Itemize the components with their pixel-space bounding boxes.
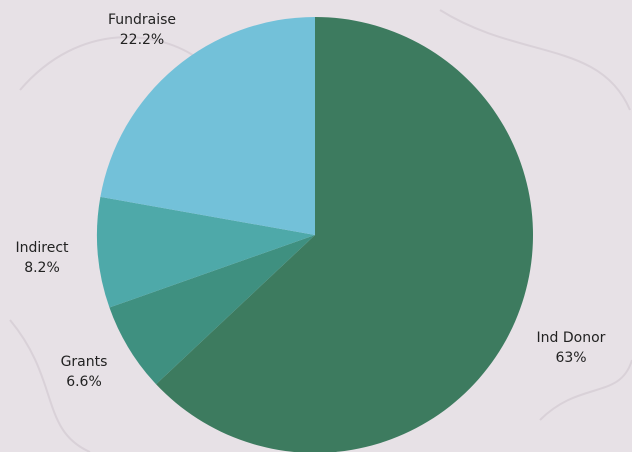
decor-line — [19, 36, 201, 91]
pie-slice — [100, 17, 315, 235]
slice-value-label: 6.6% — [66, 374, 102, 390]
slice-label: Indirect — [15, 240, 69, 256]
slice-value-label: 22.2% — [120, 32, 164, 48]
slice-value-label: 8.2% — [24, 260, 60, 276]
decor-line — [539, 359, 632, 421]
slice-label: Fundraise — [108, 12, 176, 28]
pie-slice — [97, 196, 316, 308]
decor-line — [439, 9, 631, 111]
slice-value-label: 63% — [555, 350, 586, 366]
decor-line — [9, 319, 91, 452]
background-decoration — [9, 9, 632, 452]
slice-label: Ind Donor — [537, 330, 606, 346]
pie-slice — [156, 17, 533, 452]
slice-label: Grants — [61, 354, 108, 370]
pie-slice — [109, 235, 315, 385]
